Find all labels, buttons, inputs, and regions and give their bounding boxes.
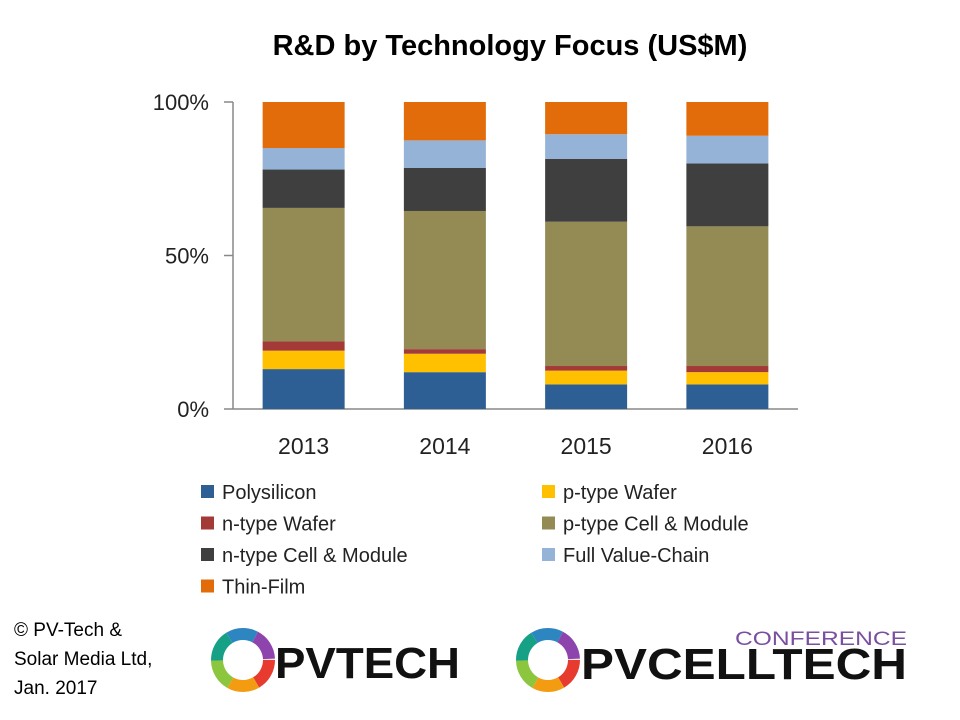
legend-label: n-type Cell & Module xyxy=(222,545,408,567)
x-axis-labels: 2013 2014 2015 2016 xyxy=(278,433,753,459)
legend-label: p-type Cell & Module xyxy=(563,514,749,536)
bar-segment-n-type-cell-module xyxy=(686,163,769,227)
copyright-line: © PV-Tech & xyxy=(14,620,122,641)
legend-item: n-type Cell & Module xyxy=(201,545,408,567)
legend-swatch xyxy=(542,485,555,498)
bar-segment-n-type-cell-module xyxy=(262,169,345,208)
legend-swatch xyxy=(542,516,555,530)
legend-item: Polysilicon xyxy=(201,482,316,504)
bar-segment-n-type-wafer xyxy=(686,366,769,373)
bar-segment-polysilicon xyxy=(545,384,628,409)
bar-segment-p-type-wafer xyxy=(403,353,486,373)
bar-segment-full-value-chain xyxy=(545,134,628,159)
bar-segment-p-type-cell-module xyxy=(403,210,486,350)
legend-label: p-type Wafer xyxy=(563,482,677,504)
copyright-line: Jan. 2017 xyxy=(14,678,98,699)
legend-item: p-type Wafer xyxy=(542,482,677,504)
legend-item: p-type Cell & Module xyxy=(542,514,749,536)
bar-segment-p-type-wafer xyxy=(262,350,345,370)
x-tick-label: 2013 xyxy=(278,433,329,459)
chart-title: R&D by Technology Focus (US$M) xyxy=(273,30,748,62)
bar-segment-p-type-cell-module xyxy=(686,226,769,367)
legend-swatch xyxy=(201,485,214,498)
bar-segment-full-value-chain xyxy=(403,140,486,169)
pvtech-logo-text: PVTECH xyxy=(275,639,460,688)
bar-segment-p-type-cell-module xyxy=(262,207,345,342)
bar-segment-n-type-wafer xyxy=(403,349,486,354)
bar-segment-polysilicon xyxy=(403,372,486,409)
bar-segment-p-type-wafer xyxy=(686,372,769,385)
legend-swatch xyxy=(201,579,214,593)
pvcelltech-logo-super: CONFERENCE xyxy=(735,629,907,650)
legend-label: Full Value-Chain xyxy=(563,545,709,567)
bar-segment-p-type-cell-module xyxy=(545,221,628,367)
pvtech-logo-icon xyxy=(211,628,275,692)
x-tick-label: 2016 xyxy=(702,433,753,459)
bar-segment-n-type-cell-module xyxy=(403,168,486,211)
legend-item: Full Value-Chain xyxy=(542,545,709,567)
bar-segment-n-type-wafer xyxy=(262,341,345,351)
legend-label: n-type Wafer xyxy=(222,514,336,536)
bars xyxy=(262,102,769,409)
legend-item: n-type Wafer xyxy=(201,514,336,536)
y-tick-label: 100% xyxy=(153,90,209,115)
bar-segment-full-value-chain xyxy=(686,135,769,164)
bar-segment-polysilicon xyxy=(262,369,345,409)
bar-segment-p-type-wafer xyxy=(545,370,628,385)
y-tick-label: 50% xyxy=(165,244,209,269)
bar-segment-n-type-wafer xyxy=(545,366,628,371)
legend-item: Thin-Film xyxy=(201,577,305,599)
bar-segment-full-value-chain xyxy=(262,148,345,170)
legend-swatch xyxy=(201,548,214,561)
legend-label: Polysilicon xyxy=(222,482,316,504)
legend: Polysilicon p-type Wafer n-type Wafer p-typ… xyxy=(201,482,749,599)
pvcelltech-logo-text: PVCELLTECH xyxy=(581,640,907,689)
bar-segment-n-type-cell-module xyxy=(545,158,628,222)
copyright-notice: © PV-Tech & Solar Media Ltd, Jan. 2017 xyxy=(14,616,152,703)
pvcelltech-logo: CONFERENCE PVCELLTECH xyxy=(516,628,907,692)
y-tick-label: 0% xyxy=(177,397,209,422)
bar-segment-polysilicon xyxy=(686,384,769,409)
bar-segment-thin-film xyxy=(686,102,769,136)
pvcelltech-logo-icon xyxy=(516,628,580,692)
pvtech-logo: PVTECH xyxy=(211,628,460,692)
bar-segment-thin-film xyxy=(262,102,345,149)
legend-swatch xyxy=(542,548,555,561)
legend-label: Thin-Film xyxy=(222,577,305,599)
copyright-line: Solar Media Ltd, xyxy=(14,649,153,670)
legend-swatch xyxy=(201,516,214,530)
bar-segment-thin-film xyxy=(545,102,628,135)
x-tick-label: 2015 xyxy=(561,433,612,459)
bar-segment-thin-film xyxy=(403,102,486,141)
x-tick-label: 2014 xyxy=(419,433,470,459)
